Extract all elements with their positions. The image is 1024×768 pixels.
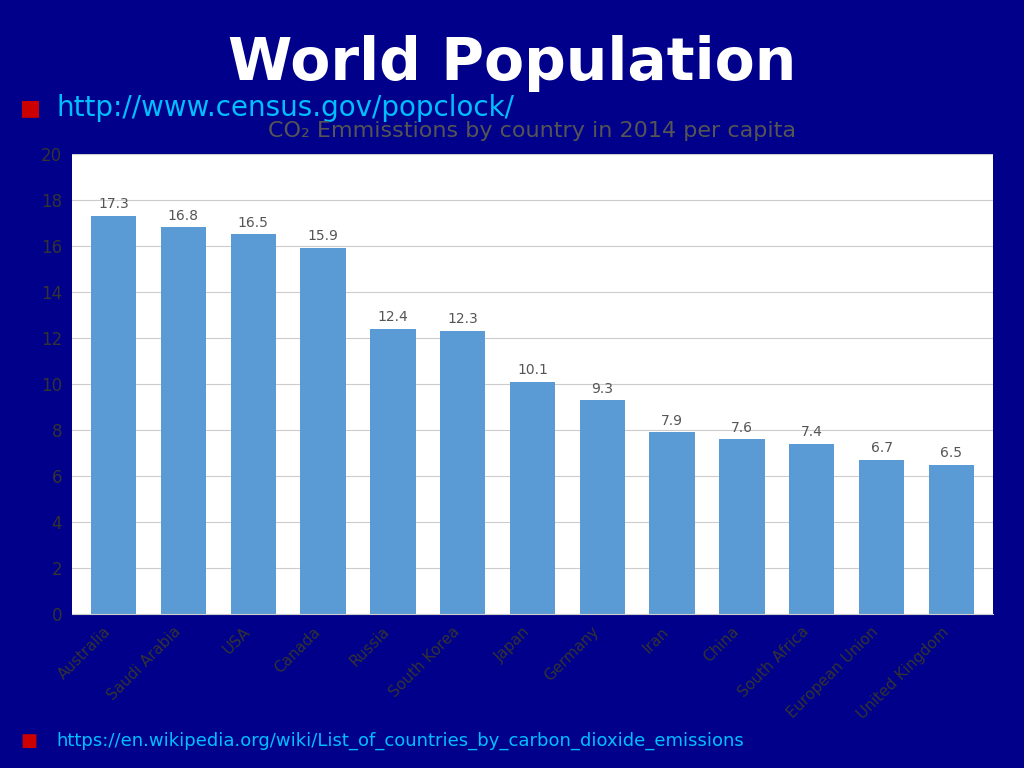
Text: 16.8: 16.8 [168,209,199,223]
Text: 7.4: 7.4 [801,425,822,439]
Text: 12.3: 12.3 [447,313,478,326]
Title: CO₂ Emmisstions by country in 2014 per capita: CO₂ Emmisstions by country in 2014 per c… [268,121,797,141]
Bar [719,439,765,614]
Bar [370,329,416,614]
Text: 16.5: 16.5 [238,216,268,230]
Text: ■: ■ [20,98,42,118]
Text: 6.7: 6.7 [870,442,893,455]
Bar [91,216,136,614]
Bar [859,460,904,614]
Bar [440,331,485,614]
Bar [230,234,275,614]
Text: 15.9: 15.9 [307,230,339,243]
Bar [510,382,555,614]
Bar [929,465,974,614]
Bar [790,444,835,614]
Bar [300,248,346,614]
Text: 9.3: 9.3 [591,382,613,396]
Text: http://www.census.gov/popclock/: http://www.census.gov/popclock/ [56,94,514,122]
Text: ■: ■ [20,732,38,750]
Bar [649,432,695,614]
Bar [580,400,625,614]
Text: 7.9: 7.9 [662,414,683,428]
Text: 6.5: 6.5 [940,446,963,460]
Text: https://en.wikipedia.org/wiki/List_of_countries_by_carbon_dioxide_emissions: https://en.wikipedia.org/wiki/List_of_co… [56,732,744,750]
Bar [161,227,206,614]
Text: 17.3: 17.3 [98,197,129,211]
Text: 10.1: 10.1 [517,363,548,377]
Text: World Population: World Population [228,35,796,91]
Text: 7.6: 7.6 [731,421,753,435]
Text: 12.4: 12.4 [378,310,409,324]
